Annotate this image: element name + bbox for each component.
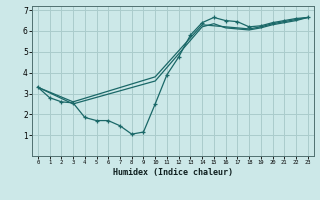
X-axis label: Humidex (Indice chaleur): Humidex (Indice chaleur): [113, 168, 233, 177]
